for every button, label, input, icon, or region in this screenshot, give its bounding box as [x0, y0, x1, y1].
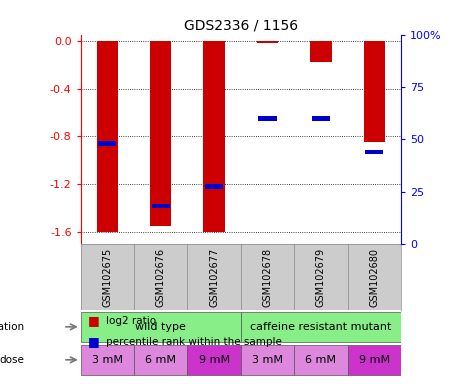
Text: caffeine resistant mutant: caffeine resistant mutant [250, 322, 392, 332]
Title: GDS2336 / 1156: GDS2336 / 1156 [184, 18, 298, 32]
Text: wild type: wild type [136, 322, 186, 332]
Text: GSM102677: GSM102677 [209, 248, 219, 307]
Text: genotype/variation: genotype/variation [0, 322, 24, 332]
Bar [241, 312, 401, 342]
Text: 9 mM: 9 mM [359, 355, 390, 365]
Text: ■: ■ [88, 335, 99, 348]
Text: 3 mM: 3 mM [252, 355, 283, 365]
Text: 9 mM: 9 mM [199, 355, 230, 365]
Bar [203, 41, 225, 232]
Text: dose: dose [0, 355, 24, 365]
Bar [348, 345, 401, 375]
Bar [188, 345, 241, 375]
Bar [257, 41, 278, 43]
Bar [98, 141, 117, 146]
Bar [259, 116, 277, 121]
Bar [97, 41, 118, 232]
Bar [312, 116, 330, 121]
Text: GSM102679: GSM102679 [316, 248, 326, 307]
Bar [152, 204, 170, 209]
Bar [364, 41, 385, 142]
Bar [310, 41, 331, 62]
Text: GSM102680: GSM102680 [369, 248, 379, 307]
Text: 6 mM: 6 mM [145, 355, 176, 365]
Text: 3 mM: 3 mM [92, 355, 123, 365]
Bar [241, 345, 294, 375]
Bar [81, 345, 134, 375]
Text: ■: ■ [88, 314, 99, 327]
Bar [150, 41, 171, 227]
Bar [205, 184, 223, 189]
Bar [365, 150, 384, 154]
Bar [81, 312, 241, 342]
Bar [134, 345, 188, 375]
Text: GSM102675: GSM102675 [102, 248, 112, 307]
Text: GSM102678: GSM102678 [263, 248, 272, 307]
Text: 6 mM: 6 mM [306, 355, 337, 365]
Text: log2 ratio: log2 ratio [106, 316, 156, 326]
Text: percentile rank within the sample: percentile rank within the sample [106, 337, 282, 347]
Bar [294, 345, 348, 375]
Text: GSM102676: GSM102676 [156, 248, 166, 307]
